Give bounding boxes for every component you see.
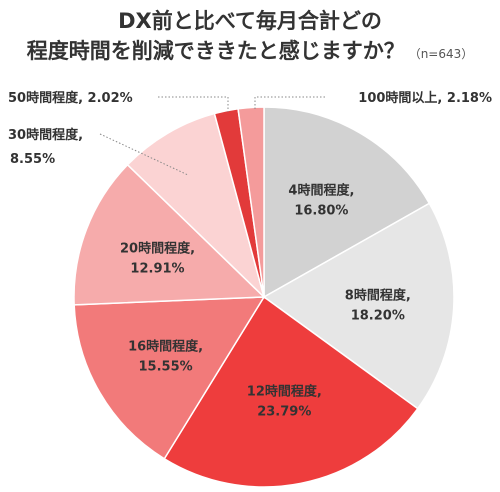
slice-label: 16時間程度, [128, 339, 203, 355]
slice-value-label: 8.55% [10, 152, 55, 167]
pie-slice [262, 202, 455, 410]
slice-label: 30時間程度, [8, 127, 83, 143]
slice-label: 50時間程度, 2.02% [8, 90, 133, 106]
slice-value-label: 18.20% [351, 308, 405, 323]
slice-label: 100時間以上, 2.18% [358, 90, 492, 106]
pie-slice [73, 296, 266, 460]
chart-title-line1: DX前と比べて毎月合計どの [118, 9, 382, 33]
slice-value-label: 16.80% [294, 204, 348, 219]
chart-title-line2: 程度時間を削減でききたと感じますか？ （n=643） [0, 38, 500, 67]
slice-value-label: 12.91% [130, 261, 184, 276]
pie-slice [263, 106, 431, 299]
pie-slice [237, 106, 265, 298]
slice-label: 12時間程度, [247, 384, 322, 400]
slice-value-label: 23.79% [257, 405, 311, 420]
pie-slices [73, 106, 455, 488]
slice-labels: 4時間程度, 16.80% 8時間程度, 18.20% 12時間程度, 23.79% 16時… [8, 90, 492, 420]
leader-line [158, 96, 229, 112]
chart-title-line2-text: 程度時間を削減でききたと感じますか？ [26, 39, 405, 63]
pie-slice [126, 112, 266, 300]
slice-value-label: 15.55% [139, 360, 193, 375]
slice-label: 8時間程度, [345, 287, 411, 303]
slice-label: 20時間程度, [120, 240, 195, 256]
leader-lines [99, 96, 325, 176]
leader-line [99, 133, 189, 176]
pie-slice [73, 163, 266, 306]
pie-slice [163, 295, 419, 488]
sample-size-note: （n=643） [408, 47, 474, 61]
slice-label: 4時間程度, [288, 183, 354, 199]
leader-line [254, 96, 325, 110]
